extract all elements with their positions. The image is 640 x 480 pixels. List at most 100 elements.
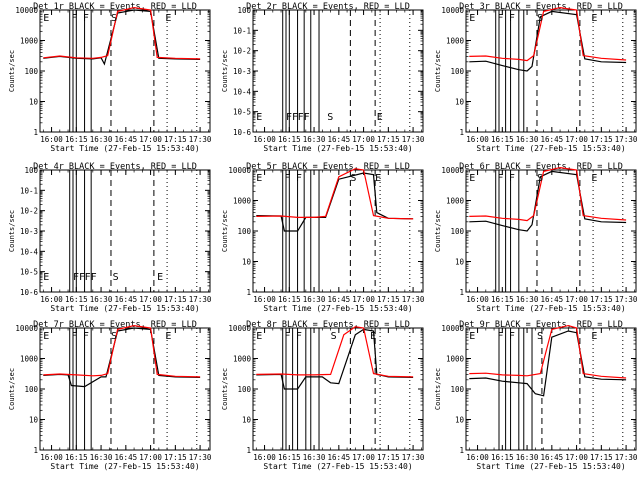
- panel-det-3: Det 3r BLACK = Events, RED = LLD 1 10 100 10…: [434, 2, 638, 153]
- panel-title: Det 4r BLACK = Events, RED = LLD: [33, 162, 197, 172]
- y-tick-label: 1000: [233, 197, 252, 206]
- series-events: [469, 330, 627, 397]
- x-tick-label: 16:45: [328, 295, 351, 304]
- plot-frame: [39, 9, 211, 133]
- panel-title: Det 3r BLACK = Events, RED = LLD: [459, 2, 623, 12]
- x-tick-label: 17:30: [615, 453, 638, 462]
- series-events: [469, 10, 627, 72]
- y-tick-label: 10-6: [233, 128, 252, 137]
- event-marker-label: E: [591, 331, 597, 342]
- y-tick-label: 10-1: [233, 26, 251, 35]
- event-marker-label: F: [509, 13, 515, 24]
- panel-title: Det 8r BLACK = Events, RED = LLD: [246, 320, 410, 330]
- y-tick-label: 10-5: [233, 108, 251, 117]
- x-axis-label: Start Time (27-Feb-15 15:53:40): [263, 304, 412, 313]
- x-tick-label: 16:45: [115, 453, 138, 462]
- x-tick-label: 16:30: [303, 135, 326, 144]
- event-marker-label: FF: [286, 112, 298, 123]
- event-marker-label: E: [469, 13, 475, 24]
- event-marker-label: E: [591, 173, 597, 184]
- event-marker-label: S: [331, 331, 337, 342]
- y-tick-label: 10-4: [233, 87, 252, 96]
- x-tick-label: 16:30: [90, 453, 113, 462]
- x-tick-label: 16:45: [541, 135, 564, 144]
- x-tick-label: 16:00: [40, 295, 63, 304]
- y-tick-label: 10: [242, 416, 252, 425]
- y-tick-label: 10: [242, 258, 252, 267]
- plot-frame: [252, 327, 424, 451]
- y-axis-label: Counts/sec: [8, 210, 16, 252]
- y-tick-label: 10-2: [20, 207, 38, 216]
- panel-title: Det 2r BLACK = Events, RED = LLD: [246, 2, 410, 12]
- event-marker-label: E: [157, 272, 163, 283]
- plot-frame: [465, 169, 637, 293]
- x-tick-label: 16:00: [253, 295, 276, 304]
- panel-det-5: Det 5r BLACK = Events, RED = LLD 1 10 100 10…: [221, 162, 425, 313]
- y-axis-label: Counts/sec: [434, 368, 442, 410]
- y-tick-label: 10: [455, 98, 465, 107]
- x-tick-label: 17:00: [352, 135, 375, 144]
- y-tick-label: 1000: [20, 37, 39, 46]
- event-marker-label: F: [83, 13, 89, 24]
- event-marker-label: F: [509, 331, 515, 342]
- event-marker-label: E: [469, 173, 475, 184]
- x-tick-label: 17:15: [164, 135, 187, 144]
- y-tick-label: 1: [246, 446, 251, 455]
- plot-frame: [252, 169, 424, 293]
- y-axis-label: Counts/sec: [221, 368, 229, 410]
- x-tick-label: 16:00: [40, 453, 63, 462]
- panel-det-2: Det 2r BLACK = Events, RED = LLD 10-6 10-5…: [221, 2, 425, 153]
- x-tick-label: 16:00: [466, 453, 489, 462]
- y-tick-label: 1: [459, 446, 464, 455]
- x-tick-label: 16:30: [90, 135, 113, 144]
- y-tick-label: 10000: [441, 166, 464, 175]
- y-tick-label: 100: [237, 385, 251, 394]
- y-tick-label: 1: [459, 128, 464, 137]
- x-tick-label: 17:30: [615, 135, 638, 144]
- event-marker-label: E: [43, 13, 49, 24]
- y-tick-label: 10: [455, 258, 465, 267]
- event-marker-label: E: [256, 331, 262, 342]
- x-axis-label: Start Time (27-Feb-15 15:53:40): [50, 144, 199, 153]
- y-tick-label: 10-1: [20, 186, 38, 195]
- y-tick-label: 10000: [441, 324, 464, 333]
- event-marker-label: F: [497, 173, 503, 184]
- x-tick-label: 16:45: [541, 295, 564, 304]
- x-tick-label: 17:15: [377, 135, 400, 144]
- y-tick-label: 100: [450, 67, 464, 76]
- x-tick-label: 17:00: [565, 295, 588, 304]
- y-tick-label: 10: [29, 98, 39, 107]
- y-tick-label: 10-4: [20, 247, 39, 256]
- x-tick-label: 16:15: [65, 453, 88, 462]
- event-marker-label: E: [165, 331, 171, 342]
- y-tick-label: 1: [33, 446, 38, 455]
- panel-title: Det 9r BLACK = Events, RED = LLD: [459, 320, 623, 330]
- y-tick-label: 10-3: [20, 227, 38, 236]
- x-tick-label: 16:15: [491, 453, 514, 462]
- panel-det-4: Det 4r BLACK = Events, RED = LLD 10-6 10-5…: [8, 162, 212, 313]
- x-tick-label: 16:15: [65, 295, 88, 304]
- x-tick-label: 16:45: [328, 135, 351, 144]
- event-marker-label: S: [327, 112, 333, 123]
- series-lld: [43, 6, 201, 60]
- y-tick-label: 100: [237, 227, 251, 236]
- x-tick-label: 16:15: [65, 135, 88, 144]
- series-events: [256, 328, 414, 390]
- panel-title: Det 7r BLACK = Events, RED = LLD: [33, 320, 197, 330]
- panel-title: Det 6r BLACK = Events, RED = LLD: [459, 162, 623, 172]
- y-tick-label: 10-5: [20, 268, 38, 277]
- series-lld: [256, 326, 414, 378]
- event-marker-label: E: [370, 331, 376, 342]
- series-lld: [469, 324, 627, 379]
- x-tick-label: 16:00: [466, 135, 489, 144]
- y-tick-label: 100: [450, 385, 464, 394]
- x-axis-label: Start Time (27-Feb-15 15:53:40): [476, 462, 625, 471]
- event-marker-label: E: [165, 13, 171, 24]
- y-tick-label: 100: [24, 385, 38, 394]
- y-tick-label: 1: [33, 128, 38, 137]
- event-marker-label: E: [256, 173, 262, 184]
- event-marker-label: S: [537, 173, 543, 184]
- x-tick-label: 17:15: [164, 295, 187, 304]
- y-tick-label: 10000: [441, 6, 464, 15]
